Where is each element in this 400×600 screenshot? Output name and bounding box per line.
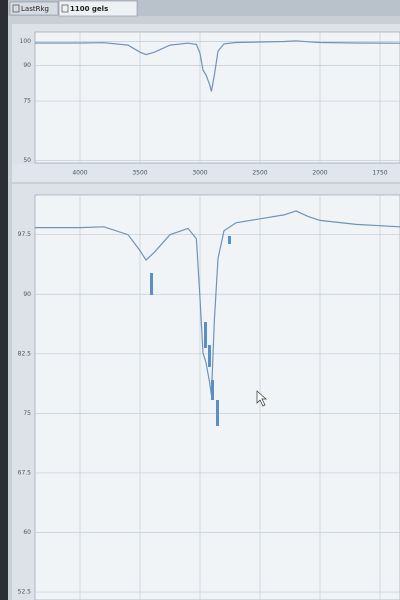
mouse-cursor	[256, 390, 267, 407]
x-tick-label: 4000	[72, 170, 87, 177]
y-tick-label: 50	[23, 157, 31, 164]
x-tick-label: 1750	[372, 170, 387, 177]
y-tick-label: 60	[23, 529, 31, 536]
x-tick-label: 3000	[192, 170, 207, 177]
plots: 4000 3500 3000 2500 2000 1750 100 90 75 50 97.5 90 8…	[18, 32, 400, 600]
y-tick-label: 52.5	[18, 589, 32, 596]
spectrum-line	[35, 210, 400, 396]
tab[interactable]	[9, 1, 59, 16]
tab-icon	[12, 4, 20, 13]
y-tick-label: 100	[20, 38, 32, 45]
spectrum-line	[35, 40, 400, 92]
y-tick-label: 75	[23, 98, 31, 105]
y-tick-label: 67.5	[18, 469, 32, 476]
tab[interactable]	[58, 0, 138, 17]
tab-label[interactable]: 1100 gels	[70, 5, 108, 13]
x-tick-label: 2000	[312, 170, 327, 177]
y-tick-label: 90	[23, 291, 31, 298]
tab-icon	[61, 4, 69, 13]
plot-area	[34, 194, 400, 600]
x-tick-label: 3500	[132, 170, 147, 177]
y-tick-label: 90	[23, 62, 31, 69]
y-tick-label: 97.5	[18, 231, 32, 238]
x-axis-strip	[12, 164, 400, 182]
y-tick-label: 75	[23, 410, 31, 417]
peak-markers	[150, 236, 231, 426]
y-tick-label: 82.5	[18, 350, 32, 357]
tab-label[interactable]: LastRkg	[21, 5, 49, 13]
x-tick-label: 2500	[252, 170, 267, 177]
